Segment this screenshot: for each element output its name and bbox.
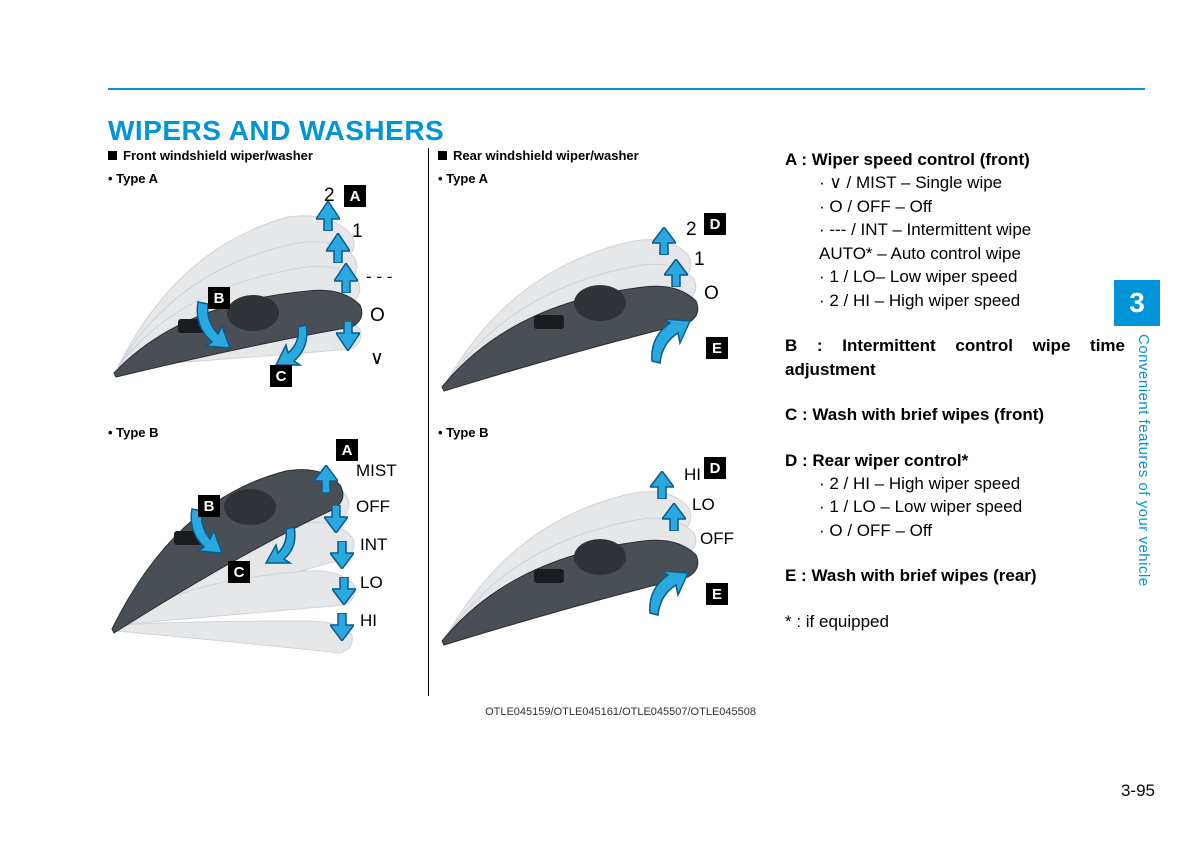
diagram-block: Front windshield wiper/washer • Type A (108, 148, 756, 696)
def-e: E : Wash with brief wipes (rear) (785, 564, 1125, 587)
tag-d: D (704, 457, 726, 479)
front-label: Front windshield wiper/washer (123, 148, 313, 163)
page-title: WIPERS AND WASHERS (108, 115, 444, 147)
front-a-lbl-2: - - - (366, 267, 392, 287)
tag-b: B (198, 495, 220, 517)
rear-b-lbl-2: OFF (700, 529, 734, 549)
page: WIPERS AND WASHERS Front windshield wipe… (0, 0, 1200, 861)
arrow-icon (336, 321, 360, 351)
arrow-icon (326, 233, 350, 263)
tag-e: E (706, 583, 728, 605)
def-a-item: · --- / INT – Intermittent wipe (785, 218, 1125, 241)
rear-label: Rear windshield wiper/washer (453, 148, 639, 163)
def-note: * : if equipped (785, 610, 1125, 633)
front-a-lbl-0: 2 (324, 185, 335, 207)
tag-e: E (706, 337, 728, 359)
tag-c: C (228, 561, 250, 583)
rear-a-lbl-1: 1 (694, 249, 705, 271)
rear-a-lbl-2: O (704, 283, 719, 305)
rear-type-a-panel: • Type A D E 2 1 O (438, 171, 756, 417)
tag-b: B (208, 287, 230, 309)
def-a-item: · O / OFF – Off (785, 195, 1125, 218)
def-d: D : Rear wiper control* · 2 / HI – High … (785, 449, 1125, 543)
front-a-lbl-1: 1 (352, 221, 363, 243)
def-d-head: D : Rear wiper control* (785, 449, 1125, 472)
arrow-icon (652, 227, 676, 255)
type-b-label: • Type B (438, 425, 756, 440)
def-a-item: AUTO* – Auto control wipe (785, 242, 1125, 265)
side-caption: Convenient features of your vehicle (1132, 334, 1152, 629)
rear-column-header: Rear windshield wiper/washer (438, 148, 756, 163)
type-a-label: • Type A (438, 171, 756, 186)
arrow-icon (330, 541, 354, 569)
front-b-lbl-4: HI (360, 611, 377, 631)
def-a-item: · 2 / HI – High wiper speed (785, 289, 1125, 312)
rear-column: Rear windshield wiper/washer • Type A D … (438, 148, 756, 696)
front-b-lbl-2: INT (360, 535, 387, 555)
def-d-item: · O / OFF – Off (785, 519, 1125, 542)
curved-arrow-icon (646, 319, 702, 367)
front-b-lbl-1: OFF (356, 497, 390, 517)
front-a-lbl-4: ∨ (370, 347, 384, 370)
tag-a: A (344, 185, 366, 207)
front-b-lbl-0: MIST (356, 461, 397, 481)
def-a: A : Wiper speed control (front) · ∨ / MI… (785, 148, 1125, 312)
arrow-icon (662, 503, 686, 531)
rear-a-lbl-0: 2 (686, 219, 697, 241)
def-c: C : Wash with brief wipes (front) (785, 403, 1125, 426)
curved-arrow-icon (644, 571, 700, 619)
def-a-head: A : Wiper speed control (front) (785, 148, 1125, 171)
def-d-item: · 2 / HI – High wiper speed (785, 472, 1125, 495)
def-a-item: · ∨ / MIST – Single wipe (785, 171, 1125, 194)
type-b-label: • Type B (108, 425, 413, 440)
tag-c: C (270, 365, 292, 387)
curved-arrow-icon (250, 525, 298, 567)
def-d-item: · 1 / LO – Low wiper speed (785, 495, 1125, 518)
def-b: B : Intermittent control wipe time adjus… (785, 334, 1125, 381)
arrow-icon (314, 465, 338, 493)
page-number: 3-95 (1121, 781, 1155, 801)
arrow-icon (650, 471, 674, 499)
arrow-icon (324, 505, 348, 533)
front-type-b-panel: • Type B A B C (108, 425, 413, 677)
def-e-head: E : Wash with brief wipes (rear) (785, 564, 1125, 587)
square-bullet-icon (438, 151, 447, 160)
tag-a: A (336, 439, 358, 461)
front-column: Front windshield wiper/washer • Type A (108, 148, 413, 696)
top-rule (108, 88, 1145, 90)
square-bullet-icon (108, 151, 117, 160)
arrow-icon (664, 259, 688, 287)
arrow-icon (334, 263, 358, 293)
def-b-head: B : Intermittent control wipe time adjus… (785, 334, 1125, 381)
curved-arrow-icon (258, 323, 312, 367)
arrow-icon (332, 577, 356, 605)
front-b-lbl-3: LO (360, 573, 383, 593)
def-a-item: · 1 / LO– Low wiper speed (785, 265, 1125, 288)
front-type-a-panel: • Type A (108, 171, 413, 417)
diagram-caption: OTLE045159/OTLE045161/OTLE045507/OTLE045… (485, 706, 756, 718)
arrow-icon (330, 613, 354, 641)
rear-b-lbl-1: LO (692, 495, 715, 515)
front-column-header: Front windshield wiper/washer (108, 148, 413, 163)
def-c-head: C : Wash with brief wipes (front) (785, 403, 1125, 426)
rear-b-lbl-0: HI (684, 465, 701, 485)
tag-d: D (704, 213, 726, 235)
definitions: A : Wiper speed control (front) · ∨ / MI… (785, 148, 1125, 655)
column-divider (428, 148, 429, 696)
type-a-label: • Type A (108, 171, 413, 186)
chapter-tab: 3 (1114, 280, 1160, 326)
rear-type-b-panel: • Type B D E HI LO OFF (438, 425, 756, 677)
front-a-lbl-3: O (370, 305, 385, 327)
